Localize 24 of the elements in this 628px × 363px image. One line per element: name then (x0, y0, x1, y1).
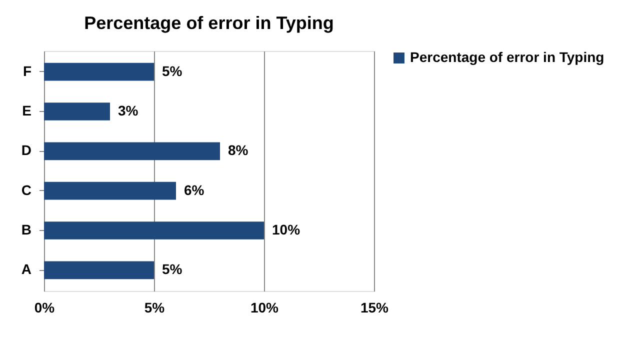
data-label: 6% (184, 182, 205, 198)
y-tick-label: C (21, 182, 32, 198)
bar (44, 142, 220, 160)
bar (44, 102, 110, 120)
data-label: 5% (162, 62, 183, 79)
legend-label: Percentage of error in Typing (410, 49, 604, 65)
data-label: 8% (228, 142, 249, 158)
x-tick-label: 10% (250, 300, 280, 316)
bar (44, 222, 264, 240)
y-tick-label: B (21, 222, 32, 238)
data-label: 3% (118, 102, 139, 118)
bar (44, 261, 154, 280)
y-tick-label: E (22, 102, 32, 118)
x-tick-label: 15% (360, 300, 390, 316)
x-tick-label: 5% (144, 300, 166, 316)
y-tick-label: D (21, 142, 32, 158)
x-tick-label: 0% (34, 300, 56, 316)
y-tick-label: A (21, 261, 32, 278)
y-tick-label: F (22, 62, 32, 79)
data-label: 10% (272, 222, 301, 238)
bar (44, 182, 176, 200)
bar (44, 62, 154, 81)
chart-title: Percentage of error in Typing (84, 13, 334, 33)
data-label: 5% (162, 261, 183, 278)
